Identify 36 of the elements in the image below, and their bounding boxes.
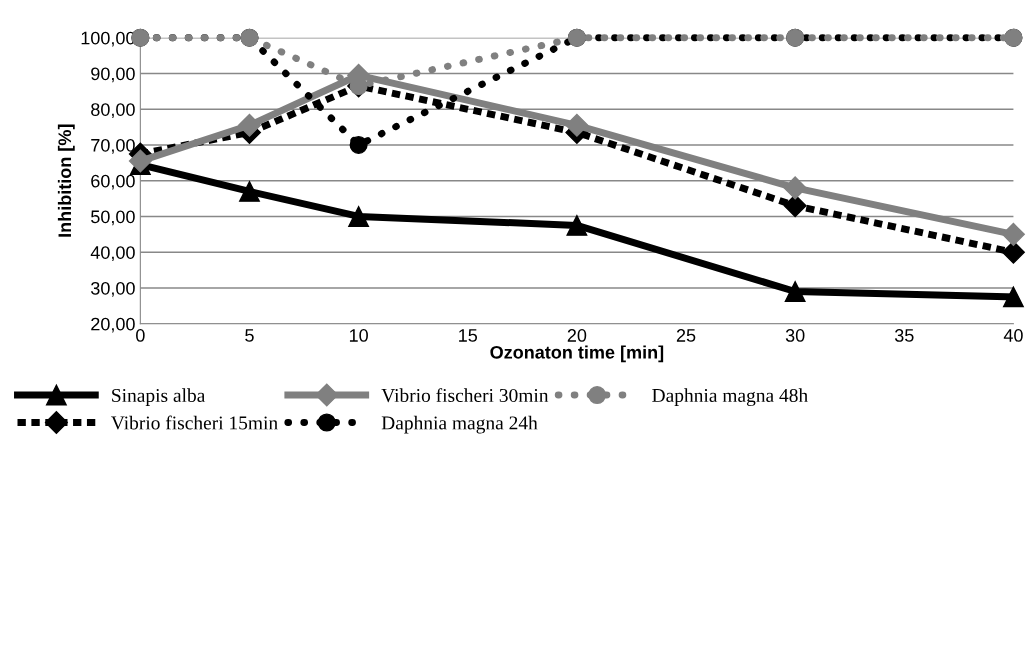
x-tick-label: 10 xyxy=(349,329,368,342)
point xyxy=(783,176,807,200)
y-tick-label: 40,00 xyxy=(90,246,135,262)
point xyxy=(349,135,368,155)
x-tick-label: 30 xyxy=(785,329,805,342)
y-tick-label: 80,00 xyxy=(91,103,135,119)
legend-label: Daphnia magna 48h xyxy=(652,388,808,407)
point xyxy=(239,181,260,202)
x-tick-label: 25 xyxy=(676,329,696,342)
point xyxy=(784,281,806,302)
x-axis-title: Ozonaton time [min] xyxy=(490,345,664,363)
point xyxy=(348,206,370,227)
point xyxy=(565,113,589,137)
point xyxy=(783,194,807,218)
legend-label: Sinapis alba xyxy=(112,388,206,406)
x-tick-label: 35 xyxy=(894,329,914,342)
x-tick-label: 40 xyxy=(1003,329,1023,342)
y-tick-label: 50,00 xyxy=(91,210,135,226)
legend-label: Vibrio fischeri 30min xyxy=(381,388,549,403)
point xyxy=(1001,222,1025,246)
y-tick-label: 60,00 xyxy=(91,174,135,190)
y-tick-label: 20,00 xyxy=(91,317,135,333)
point xyxy=(566,214,588,236)
point xyxy=(237,113,261,137)
y-tick-label: 30,00 xyxy=(91,281,135,297)
x-tick-label: 0 xyxy=(136,329,145,342)
legend-label: Daphnia magna 24h xyxy=(381,415,538,434)
x-tick-label: 15 xyxy=(459,329,478,342)
legend-label: Vibrio fischeri 15min xyxy=(111,415,278,430)
x-tick-label: 20 xyxy=(567,329,587,342)
y-tick-label: 90,00 xyxy=(91,67,135,83)
y-axis-title: Inhibition [%] xyxy=(57,124,75,237)
point xyxy=(1001,240,1025,264)
x-tick-label: 5 xyxy=(245,329,254,342)
point xyxy=(1003,286,1024,308)
y-tick-label: 70,00 xyxy=(91,138,135,154)
